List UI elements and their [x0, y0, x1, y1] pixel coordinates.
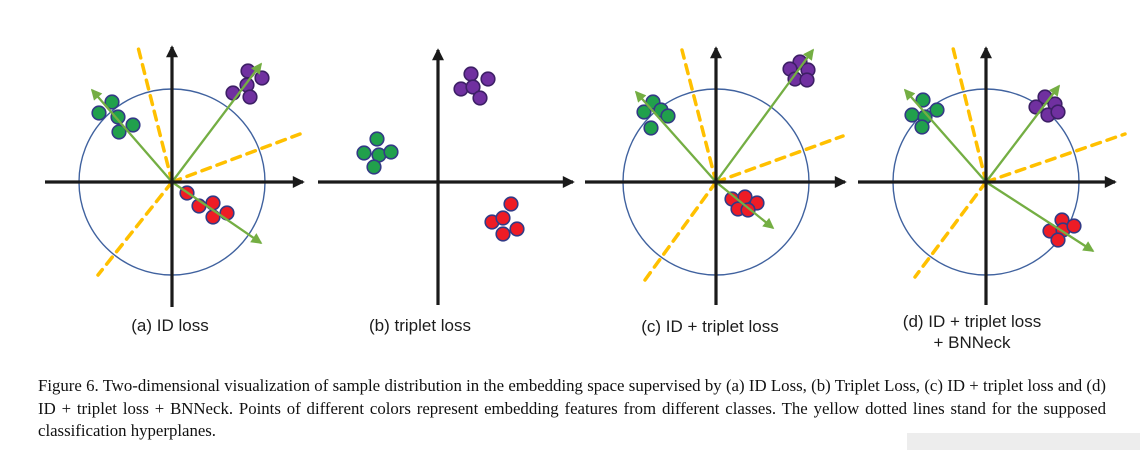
- subcaption-a-line1: (a) ID loss: [131, 316, 209, 335]
- panel-b-green-sample-dot-1: [356, 145, 372, 161]
- panel-c-green-sample-dot-4: [643, 120, 659, 136]
- panel-b: [318, 48, 575, 305]
- panel-d-green-sample-dot-4: [914, 119, 930, 135]
- subcaption-d-line2: + BNNeck: [933, 333, 1011, 352]
- panel-a-green-sample-dot-2: [110, 109, 126, 125]
- panel-c: [585, 46, 847, 305]
- panel-d-hyperplane-ray-1: [984, 132, 1127, 184]
- subcaption-c-line1: (c) ID + triplet loss: [641, 317, 779, 336]
- panel-d-purple-sample-dot-4: [1050, 104, 1066, 120]
- panel-b-purple-sample-dot-1: [480, 71, 496, 87]
- subcaption-d-line1: (d) ID + triplet loss: [902, 312, 1042, 331]
- panel-b-purple-sample-dot-0: [463, 66, 479, 82]
- panel-a-green-sample-dot-4: [125, 117, 141, 133]
- panel-d-class-arrow-0: [903, 88, 987, 183]
- panel-a-hyperplane-ray-0: [136, 45, 174, 184]
- panel-b-green-sample-dot-4: [366, 159, 382, 175]
- subcaption-d: (d) ID + triplet loss + BNNeck: [887, 311, 1057, 353]
- panel-b-green-sample-dot-3: [383, 144, 399, 160]
- panel-c-green-sample-dot-1: [636, 104, 652, 120]
- panel-c-green-sample-dot-3: [660, 108, 676, 124]
- panel-c-hyperplane-ray-2: [643, 180, 718, 282]
- panel-c-purple-sample-dot-4: [799, 72, 815, 88]
- panel-c-red-sample-dot-4: [740, 202, 756, 218]
- panel-d-green-sample-dot-1: [904, 107, 920, 123]
- panel-a-green-sample-dot-3: [111, 124, 127, 140]
- panel-d-class-arrow-1: [985, 84, 1060, 183]
- panel-a-hyperplane-ray-2: [96, 180, 174, 277]
- panel-d-hyperplane-ray-2: [913, 180, 988, 279]
- panel-d-class-arrow-2: [985, 181, 1095, 252]
- panel-a-green-sample-dot-1: [91, 105, 107, 121]
- panel-a-purple-sample-dot-1: [254, 70, 270, 86]
- panel-d-hyperplane-ray-0: [951, 46, 988, 184]
- panel-b-green-sample-dot-0: [369, 131, 385, 147]
- panel-c-class-arrow-0: [634, 90, 717, 183]
- panel-c-hyperplane-ray-1: [714, 134, 845, 184]
- panel-d-red-sample-dot-3: [1066, 218, 1082, 234]
- panel-b-purple-sample-dot-4: [472, 90, 488, 106]
- panel-d: [858, 46, 1127, 305]
- panel-a-class-arrow-0: [90, 88, 173, 183]
- subcaption-b: (b) triplet loss: [345, 315, 495, 336]
- panel-b-red-sample-dot-0: [503, 196, 519, 212]
- panel-a: [45, 45, 305, 307]
- panel-b-red-sample-dot-4: [509, 221, 525, 237]
- panel-d-green-sample-dot-3: [929, 102, 945, 118]
- panel-a-hyperplane-ray-1: [170, 132, 302, 184]
- panel-a-class-arrow-2: [171, 181, 263, 244]
- panel-b-purple-sample-dot-3: [465, 79, 481, 95]
- figure-canvas: [45, 45, 1127, 307]
- panel-b-red-sample-dot-2: [495, 210, 511, 226]
- panel-a-class-arrow-1: [171, 62, 262, 183]
- panel-c-hyperplane-ray-0: [680, 48, 718, 184]
- panel-b-red-sample-dot-3: [495, 226, 511, 242]
- subcaption-c: (c) ID + triplet loss: [625, 316, 795, 337]
- subcaption-b-line1: (b) triplet loss: [368, 316, 472, 335]
- subcaption-a: (a) ID loss: [100, 315, 240, 336]
- panel-c-class-arrow-1: [715, 48, 814, 183]
- panel-d-green-sample-dot-0: [915, 92, 931, 108]
- panel-a-purple-sample-dot-4: [242, 89, 258, 105]
- panel-c-class-arrow-2: [715, 181, 775, 230]
- highlight-artifact: [907, 433, 1140, 450]
- figure-caption: Figure 6. Two-dimensional visualization …: [38, 376, 1106, 441]
- panel-a-green-sample-dot-0: [104, 94, 120, 110]
- panel-d-red-sample-dot-4: [1050, 232, 1066, 248]
